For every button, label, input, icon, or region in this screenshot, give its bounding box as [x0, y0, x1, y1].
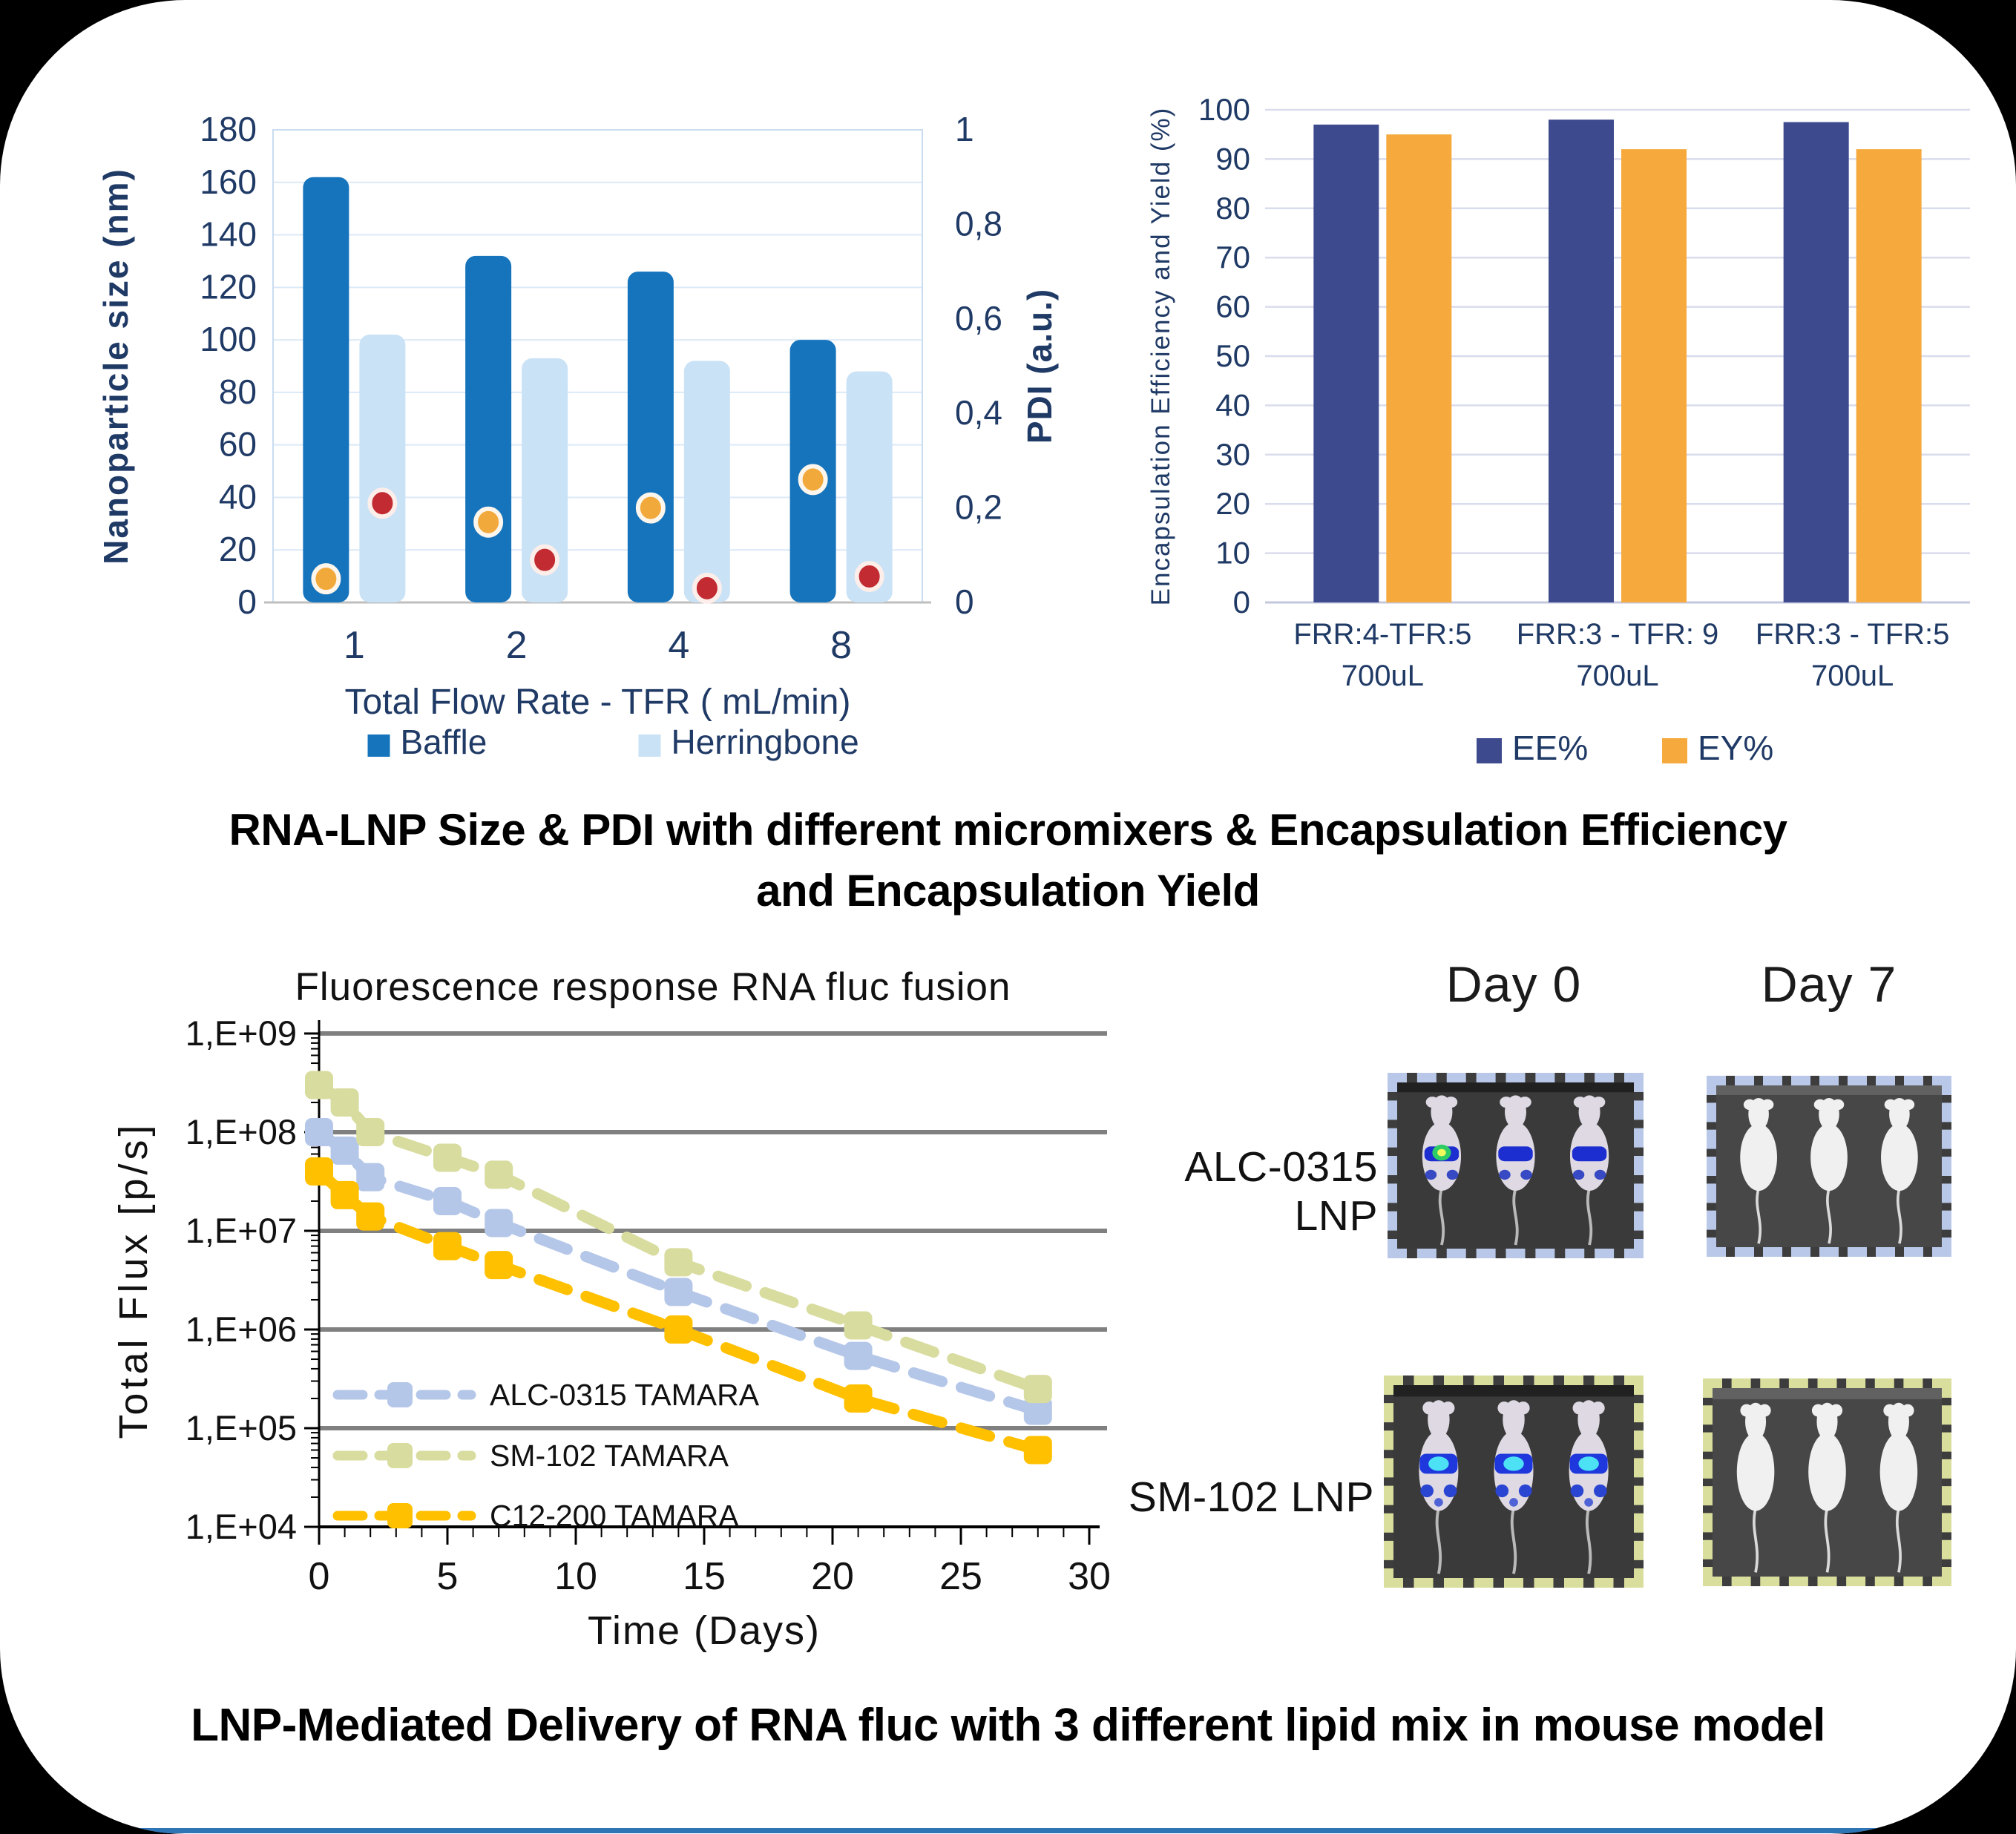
svg-text:8: 8	[830, 624, 852, 667]
svg-text:1,E+05: 1,E+05	[185, 1408, 297, 1447]
svg-text:C12-200 TAMARA: C12-200 TAMARA	[490, 1499, 739, 1533]
svg-text:1,E+07: 1,E+07	[185, 1211, 297, 1250]
svg-text:160: 160	[200, 162, 257, 201]
alc-day0-mouse-image	[1388, 1073, 1644, 1258]
svg-text:90: 90	[1215, 141, 1250, 176]
bottom-accent-line	[130, 1828, 1888, 1833]
svg-text:80: 80	[1215, 191, 1250, 226]
svg-text:40: 40	[219, 477, 257, 516]
mouse-photo	[1713, 1388, 1942, 1577]
svg-text:40: 40	[1215, 387, 1250, 422]
svg-text:20: 20	[219, 530, 257, 568]
svg-text:SM-102 TAMARA: SM-102 TAMARA	[490, 1439, 729, 1473]
svg-text:700uL: 700uL	[1342, 660, 1424, 692]
svg-text:0,8: 0,8	[955, 204, 1002, 243]
svg-text:Nanoparticle size (nm): Nanoparticle size (nm)	[96, 168, 135, 565]
svg-text:100: 100	[1198, 92, 1250, 127]
svg-text:EY%: EY%	[1698, 729, 1773, 767]
ee-ey-chart: 1009080706050403020100FRR:4-TFR:5700uLFR…	[1146, 92, 1970, 767]
svg-text:0: 0	[309, 1555, 330, 1598]
svg-text:Herringbone: Herringbone	[672, 723, 859, 761]
svg-text:0,4: 0,4	[955, 393, 1002, 432]
svg-text:1,E+08: 1,E+08	[185, 1112, 297, 1151]
svg-text:5: 5	[437, 1555, 459, 1598]
svg-text:60: 60	[1215, 289, 1250, 324]
svg-text:10: 10	[1215, 536, 1250, 571]
svg-text:140: 140	[200, 215, 257, 254]
svg-text:Total Flux [p/s]: Total Flux [p/s]	[111, 1121, 156, 1439]
size-pdi-chart: 1 2 4 8 180 160 140 120 100 80 60 40 20 0 1 0,8 0,6 0,4 0,…	[96, 110, 1059, 761]
svg-text:Baffle: Baffle	[401, 723, 487, 761]
sm-day7-mouse-image	[1703, 1378, 1951, 1586]
svg-text:0: 0	[237, 582, 257, 621]
svg-text:EE%: EE%	[1512, 729, 1588, 767]
sm-day0-mouse-image	[1384, 1376, 1644, 1588]
svg-text:1: 1	[344, 624, 365, 667]
svg-text:1,E+06: 1,E+06	[185, 1309, 297, 1349]
svg-text:700uL: 700uL	[1811, 660, 1894, 692]
svg-text:FRR:3 - TFR: 9: FRR:3 - TFR: 9	[1517, 618, 1719, 651]
svg-text:120: 120	[200, 267, 257, 306]
top-caption-line2: and Encapsulation Yield	[756, 865, 1260, 916]
bottom-caption: LNP-Mediated Delivery of RNA fluc with 3…	[191, 1700, 1825, 1751]
top-caption: RNA-LNP Size & PDI with different microm…	[0, 800, 2016, 921]
svg-text:Total Flow Rate - TFR ( mL/min: Total Flow Rate - TFR ( mL/min)	[345, 683, 851, 722]
svg-text:1,E+09: 1,E+09	[185, 1013, 297, 1053]
svg-text:1: 1	[955, 110, 974, 148]
sm-row-label: SM-102 LNP	[1128, 1473, 1374, 1521]
svg-text:Fluorescence response RNA fluc: Fluorescence response RNA fluc fusion	[295, 965, 1011, 1009]
alc-day7-mouse-image	[1707, 1076, 1951, 1257]
svg-text:60: 60	[219, 425, 257, 464]
svg-text:100: 100	[200, 320, 257, 358]
top-caption-line1: RNA-LNP Size & PDI with different microm…	[229, 805, 1787, 855]
mouse-photo	[1716, 1085, 1942, 1247]
svg-text:0: 0	[1233, 585, 1250, 619]
day0-header: Day 0	[1445, 956, 1582, 1013]
alc-row-label: ALC-0315 LNP	[1184, 1143, 1378, 1240]
svg-text:1,E+04: 1,E+04	[185, 1507, 297, 1546]
svg-text:0,6: 0,6	[955, 299, 1002, 338]
svg-text:0: 0	[955, 582, 974, 621]
svg-text:4: 4	[668, 624, 689, 667]
svg-text:180: 180	[200, 110, 257, 148]
svg-text:10: 10	[554, 1555, 597, 1598]
svg-text:Encapsulation Efficiency and Y: Encapsulation Efficiency and Yield (%)	[1146, 107, 1175, 606]
svg-text:80: 80	[219, 372, 257, 411]
svg-text:50: 50	[1215, 338, 1250, 373]
svg-text:20: 20	[811, 1555, 854, 1598]
svg-text:ALC-0315 TAMARA: ALC-0315 TAMARA	[490, 1378, 760, 1412]
svg-text:0,2: 0,2	[955, 488, 1002, 527]
day7-header: Day 7	[1761, 956, 1897, 1013]
svg-text:2: 2	[506, 624, 528, 667]
svg-text:FRR:4-TFR:5: FRR:4-TFR:5	[1293, 618, 1471, 651]
svg-text:25: 25	[939, 1555, 982, 1598]
fluorescence-chart: 1,E+09 1,E+08 1,E+07 1,E+06 1,E+05 1,E+04 0 5 10…	[111, 965, 1111, 1653]
svg-text:Time (Days): Time (Days)	[588, 1608, 821, 1653]
svg-text:20: 20	[1215, 486, 1250, 521]
mouse-photo	[1393, 1385, 1634, 1578]
svg-text:PDI (a.u.): PDI (a.u.)	[1020, 289, 1059, 444]
svg-text:15: 15	[683, 1555, 726, 1598]
svg-text:70: 70	[1215, 240, 1250, 275]
svg-text:700uL: 700uL	[1576, 660, 1658, 692]
svg-text:30: 30	[1068, 1555, 1111, 1598]
svg-text:30: 30	[1215, 437, 1250, 472]
svg-text:FRR:3 - TFR:5: FRR:3 - TFR:5	[1756, 618, 1950, 651]
mouse-photo	[1397, 1082, 1634, 1249]
